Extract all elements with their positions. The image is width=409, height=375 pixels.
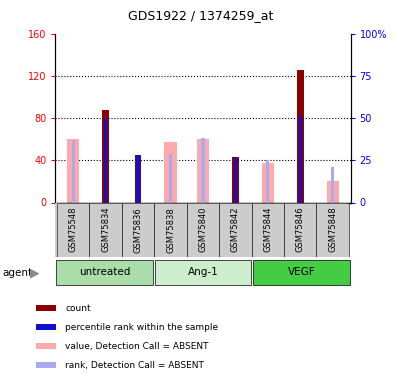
- Text: GSM75836: GSM75836: [133, 207, 142, 253]
- Text: GSM75548: GSM75548: [69, 207, 77, 252]
- Text: GSM75848: GSM75848: [328, 207, 336, 252]
- Bar: [36, 324, 56, 330]
- Bar: [219, 202, 251, 257]
- Bar: [102, 110, 109, 202]
- Text: GSM75838: GSM75838: [166, 207, 175, 253]
- Bar: [261, 164, 273, 202]
- Bar: [296, 70, 303, 202]
- Bar: [316, 202, 348, 257]
- FancyBboxPatch shape: [252, 260, 349, 285]
- Bar: [36, 362, 56, 368]
- Bar: [36, 343, 56, 349]
- Bar: [169, 154, 172, 203]
- Text: percentile rank within the sample: percentile rank within the sample: [65, 323, 218, 332]
- Bar: [67, 139, 79, 202]
- Bar: [72, 140, 74, 202]
- Text: ▶: ▶: [30, 267, 39, 279]
- Bar: [36, 305, 56, 311]
- Text: GSM75846: GSM75846: [295, 207, 304, 252]
- Bar: [251, 202, 283, 257]
- Bar: [104, 118, 107, 202]
- Text: untreated: untreated: [79, 267, 130, 277]
- Bar: [186, 202, 219, 257]
- Bar: [57, 202, 89, 257]
- Bar: [196, 139, 209, 202]
- Text: VEGF: VEGF: [287, 267, 315, 277]
- Bar: [233, 157, 236, 203]
- Bar: [136, 155, 139, 203]
- Text: GSM75840: GSM75840: [198, 207, 207, 252]
- Text: rank, Detection Call = ABSENT: rank, Detection Call = ABSENT: [65, 361, 204, 370]
- Text: GSM75842: GSM75842: [230, 207, 239, 252]
- Bar: [154, 202, 186, 257]
- Text: value, Detection Call = ABSENT: value, Detection Call = ABSENT: [65, 342, 208, 351]
- Bar: [201, 138, 204, 202]
- Bar: [134, 155, 141, 203]
- Text: count: count: [65, 304, 91, 313]
- Text: Ang-1: Ang-1: [187, 267, 218, 277]
- Bar: [283, 202, 316, 257]
- Bar: [265, 160, 269, 202]
- Bar: [298, 116, 301, 202]
- Text: agent: agent: [2, 268, 32, 278]
- FancyBboxPatch shape: [154, 260, 251, 285]
- Bar: [326, 182, 338, 203]
- Text: GDS1922 / 1374259_at: GDS1922 / 1374259_at: [128, 9, 273, 22]
- FancyBboxPatch shape: [56, 260, 153, 285]
- Text: GSM75844: GSM75844: [263, 207, 272, 252]
- Bar: [89, 202, 121, 257]
- Text: GSM75834: GSM75834: [101, 207, 110, 252]
- Bar: [121, 202, 154, 257]
- Bar: [231, 157, 238, 203]
- Bar: [164, 142, 176, 202]
- Bar: [330, 167, 333, 202]
